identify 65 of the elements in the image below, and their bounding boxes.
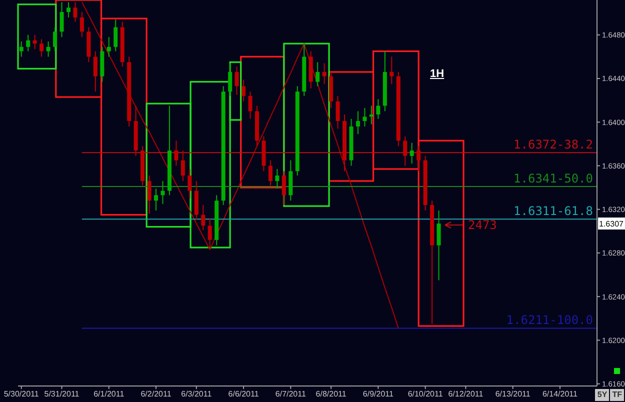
candlestick: [26, 34, 30, 52]
ref-line-label: 1.6372-38.2: [514, 138, 593, 152]
candlestick: [32, 34, 37, 50]
candlestick: [147, 175, 152, 214]
x-tick-label: 6/7/2011: [275, 390, 306, 399]
candlestick: [362, 107, 367, 127]
line-series: [81, 2, 399, 329]
candlestick: [19, 40, 24, 58]
candlestick: [73, 2, 78, 22]
candlestick: [228, 62, 232, 96]
x-tick-label: 5/31/2011: [44, 390, 80, 399]
x-tick-label: 6/8/2011: [316, 390, 347, 399]
candlestick: [40, 38, 44, 58]
candlestick: [242, 79, 246, 102]
candlestick: [376, 98, 380, 120]
candlestick: [208, 218, 212, 248]
x-tick-label: 6/6/2011: [228, 390, 260, 399]
candlestick: [80, 11, 84, 38]
candlestick: [106, 36, 111, 58]
candlestick: [369, 105, 374, 125]
candlestick: [316, 62, 320, 87]
x-tick-label: 6/13/2011: [495, 390, 531, 399]
x-tick-label: 6/14/2011: [542, 390, 578, 399]
x-tick-label: 6/10/2011: [408, 390, 444, 399]
candlestick: [416, 146, 421, 172]
text: TF: [610, 389, 624, 401]
annotation: 2473: [468, 218, 497, 232]
annotation: 1H: [430, 68, 444, 80]
ref-line-label: 1.6211-100.0: [506, 313, 593, 328]
candlestick: [160, 180, 165, 204]
candlestick: [180, 150, 185, 182]
candlestick: [60, 2, 64, 38]
candlestick: [410, 142, 414, 164]
candlestick: [174, 140, 178, 166]
x-tick-label: 6/12/2011: [448, 390, 484, 399]
x-tick-label: 6/2/2011: [140, 390, 172, 399]
candlestick: [275, 168, 280, 190]
ref-line-label: 1.6341-50.0: [514, 171, 593, 186]
candlestick: [322, 62, 326, 84]
candlestick: [336, 95, 340, 130]
candlestick: [154, 188, 158, 211]
annotation: 1.6307: [599, 220, 624, 229]
x-tick-label: 6/9/2011: [362, 390, 394, 399]
candlestick: [356, 110, 360, 135]
candlestick: [53, 26, 58, 52]
candlestick: [201, 204, 206, 231]
x-tick-label: 5/30/2011: [4, 390, 40, 399]
candlestick: [46, 40, 50, 58]
candlestick: [66, 2, 70, 18]
candlestick: [93, 50, 98, 92]
x-tick-label: 6/3/2011: [181, 390, 212, 399]
candlestick: [188, 168, 192, 199]
candlestick: [282, 170, 286, 206]
x-tick-label: 6/1/2011: [94, 390, 125, 399]
candlestick: [234, 66, 239, 96]
candlestick: [268, 160, 272, 186]
candlestick: [390, 56, 394, 84]
candlestick: [194, 180, 198, 221]
text: 5Y: [595, 389, 610, 401]
candlestick: [436, 210, 441, 281]
candlestick: [288, 160, 293, 202]
ref-line-label: 1.6311-61.8: [514, 204, 593, 218]
candlestick: [114, 19, 118, 52]
candlestick: [248, 91, 252, 120]
candlestick: [403, 136, 408, 166]
